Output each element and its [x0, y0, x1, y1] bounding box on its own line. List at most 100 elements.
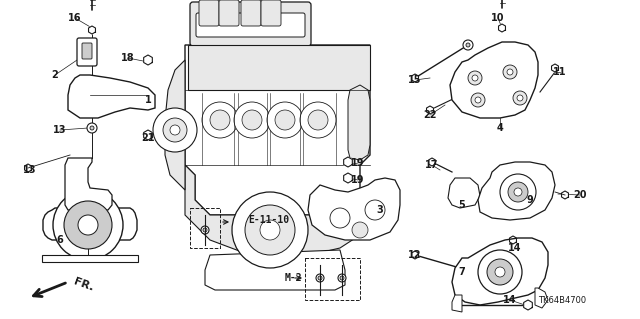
Text: 18: 18: [121, 53, 135, 63]
Polygon shape: [344, 173, 353, 183]
Polygon shape: [429, 158, 435, 166]
Text: 5: 5: [459, 200, 465, 210]
Text: 19: 19: [351, 175, 365, 185]
Circle shape: [487, 259, 513, 285]
Polygon shape: [535, 288, 548, 308]
Circle shape: [466, 43, 470, 47]
Text: 1: 1: [145, 95, 152, 105]
Text: 10: 10: [492, 13, 505, 23]
Polygon shape: [509, 236, 516, 244]
Circle shape: [210, 110, 230, 130]
Circle shape: [78, 215, 98, 235]
Polygon shape: [426, 106, 433, 114]
Polygon shape: [143, 55, 152, 65]
Polygon shape: [24, 164, 31, 172]
Circle shape: [53, 190, 123, 260]
Circle shape: [340, 276, 344, 280]
Circle shape: [513, 91, 527, 105]
Text: M-2: M-2: [285, 273, 303, 283]
Polygon shape: [412, 74, 419, 82]
Text: 7: 7: [459, 267, 465, 277]
FancyBboxPatch shape: [77, 38, 97, 66]
Polygon shape: [165, 60, 185, 190]
Bar: [305, 258, 360, 300]
Text: 17: 17: [425, 160, 439, 170]
Circle shape: [202, 102, 238, 138]
Circle shape: [471, 93, 485, 107]
Polygon shape: [43, 208, 137, 240]
Polygon shape: [524, 300, 532, 310]
Circle shape: [318, 276, 322, 280]
Circle shape: [514, 188, 522, 196]
Circle shape: [300, 102, 336, 138]
Circle shape: [503, 65, 517, 79]
Circle shape: [472, 75, 478, 81]
Polygon shape: [308, 178, 400, 240]
Circle shape: [517, 95, 523, 101]
Polygon shape: [561, 191, 568, 199]
Text: 4: 4: [497, 123, 504, 133]
Circle shape: [507, 69, 513, 75]
Polygon shape: [448, 178, 480, 208]
Text: 22: 22: [423, 110, 436, 120]
Polygon shape: [412, 251, 419, 259]
Circle shape: [316, 274, 324, 282]
Polygon shape: [188, 45, 370, 90]
Circle shape: [478, 250, 522, 294]
Circle shape: [232, 192, 308, 268]
Polygon shape: [452, 295, 462, 312]
Circle shape: [170, 125, 180, 135]
Text: E-11-10: E-11-10: [248, 215, 289, 225]
Text: 14: 14: [503, 295, 516, 305]
Circle shape: [90, 126, 94, 130]
Text: 12: 12: [408, 250, 422, 260]
Text: 13: 13: [23, 165, 36, 175]
Circle shape: [87, 123, 97, 133]
FancyBboxPatch shape: [82, 43, 92, 59]
Text: 21: 21: [141, 133, 155, 143]
Polygon shape: [478, 162, 555, 220]
Text: 14: 14: [508, 243, 522, 253]
FancyBboxPatch shape: [241, 0, 261, 26]
Text: 11: 11: [553, 67, 567, 77]
Text: 15: 15: [408, 75, 422, 85]
Polygon shape: [552, 64, 559, 72]
Polygon shape: [42, 255, 138, 262]
Text: FR.: FR.: [72, 277, 95, 293]
Polygon shape: [450, 42, 538, 118]
Polygon shape: [68, 75, 155, 118]
Polygon shape: [499, 24, 506, 32]
Text: 9: 9: [527, 195, 533, 205]
Text: 6: 6: [56, 235, 63, 245]
Circle shape: [500, 174, 536, 210]
Circle shape: [203, 228, 207, 232]
Polygon shape: [88, 26, 95, 34]
Circle shape: [245, 205, 295, 255]
Text: 3: 3: [376, 205, 383, 215]
Text: 16: 16: [68, 13, 82, 23]
Bar: [190, 208, 220, 248]
Polygon shape: [65, 158, 112, 210]
Circle shape: [163, 118, 187, 142]
Circle shape: [338, 274, 346, 282]
Polygon shape: [205, 250, 345, 290]
Circle shape: [495, 267, 505, 277]
Circle shape: [260, 220, 280, 240]
Text: 20: 20: [573, 190, 587, 200]
Circle shape: [308, 110, 328, 130]
Circle shape: [365, 200, 385, 220]
Polygon shape: [195, 5, 300, 45]
Text: 19: 19: [351, 158, 365, 168]
Polygon shape: [185, 165, 360, 258]
Circle shape: [275, 110, 295, 130]
FancyBboxPatch shape: [196, 13, 305, 37]
FancyBboxPatch shape: [219, 0, 239, 26]
Polygon shape: [185, 45, 370, 215]
Text: TK64B4700: TK64B4700: [538, 296, 586, 305]
Circle shape: [468, 71, 482, 85]
Circle shape: [201, 226, 209, 234]
Circle shape: [508, 182, 528, 202]
FancyBboxPatch shape: [199, 0, 219, 26]
Polygon shape: [452, 238, 548, 305]
Circle shape: [352, 222, 368, 238]
